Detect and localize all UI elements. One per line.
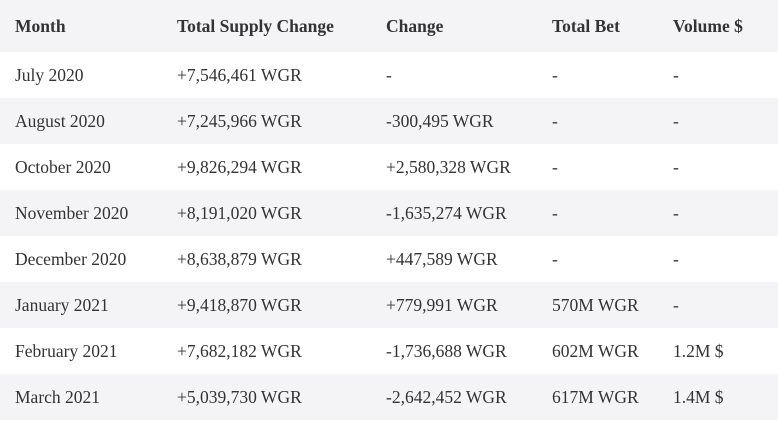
table-cell: - xyxy=(552,202,558,223)
table-cell: +7,546,461 WGR xyxy=(177,64,302,85)
table-cell: 1.2M $ xyxy=(673,340,724,361)
table-cell: +5,039,730 WGR xyxy=(177,386,302,407)
table-cell: +7,245,966 WGR xyxy=(177,110,302,131)
table-cell: -2,642,452 WGR xyxy=(386,386,507,407)
table-cell: 1.4M $ xyxy=(673,386,724,407)
table-body: July 2020 +7,546,461 WGR - - - August 2020 +7,… xyxy=(0,52,778,420)
table-cell: +2,580,328 WGR xyxy=(386,156,511,177)
table-cell: 602M WGR xyxy=(552,340,639,361)
table-cell: - xyxy=(673,294,679,315)
table-row: December 2020 +8,638,879 WGR +447,589 WGR -… xyxy=(0,236,778,282)
table-row: October 2020 +9,826,294 WGR +2,580,328 WGR… xyxy=(0,144,778,190)
table-row: July 2020 +7,546,461 WGR - - - xyxy=(0,52,778,98)
column-header: Total Bet xyxy=(552,15,620,36)
table-cell: August 2020 xyxy=(15,110,105,131)
table-cell: -1,635,274 WGR xyxy=(386,202,507,223)
table-cell: -300,495 WGR xyxy=(386,110,494,131)
table-cell: - xyxy=(673,202,679,223)
table-cell: +8,191,020 WGR xyxy=(177,202,302,223)
table-cell: 570M WGR xyxy=(552,294,639,315)
table-cell: - xyxy=(552,110,558,131)
table-cell: +9,826,294 WGR xyxy=(177,156,302,177)
table-row: February 2021 +7,682,182 WGR -1,736,688 WG… xyxy=(0,328,778,374)
table-cell: -1,736,688 WGR xyxy=(386,340,507,361)
table-cell: February 2021 xyxy=(15,340,118,361)
header-row: Month Total Supply Change Change Total Bet V… xyxy=(0,0,778,52)
table-cell: July 2020 xyxy=(15,64,84,85)
table-cell: - xyxy=(673,110,679,131)
table-cell: +7,682,182 WGR xyxy=(177,340,302,361)
table-cell: November 2020 xyxy=(15,202,129,223)
table-cell: +9,418,870 WGR xyxy=(177,294,302,315)
table-cell: - xyxy=(552,64,558,85)
column-header: Change xyxy=(386,15,444,36)
table-cell: January 2021 xyxy=(15,294,109,315)
table-cell: - xyxy=(552,156,558,177)
column-header: Volume $ xyxy=(673,15,743,36)
table-cell: December 2020 xyxy=(15,248,127,269)
table-cell: 617M WGR xyxy=(552,386,639,407)
table-row: January 2021 +9,418,870 WGR +779,991 WGR 57… xyxy=(0,282,778,328)
table-row: August 2020 +7,245,966 WGR -300,495 WGR - - xyxy=(0,98,778,144)
table-cell: - xyxy=(552,248,558,269)
table-cell: - xyxy=(673,64,679,85)
table-cell: - xyxy=(673,248,679,269)
column-header: Total Supply Change xyxy=(177,15,334,36)
table-row: November 2020 +8,191,020 WGR -1,635,274 WG… xyxy=(0,190,778,236)
table-cell: October 2020 xyxy=(15,156,111,177)
table-cell: March 2021 xyxy=(15,386,101,407)
table-row: March 2021 +5,039,730 WGR -2,642,452 WGR 61… xyxy=(0,374,778,420)
table-cell: - xyxy=(386,64,392,85)
table-header: Month Total Supply Change Change Total Bet V… xyxy=(0,0,778,52)
table-cell: +779,991 WGR xyxy=(386,294,498,315)
table-cell: +447,589 WGR xyxy=(386,248,498,269)
column-header: Month xyxy=(15,15,66,36)
table-cell: +8,638,879 WGR xyxy=(177,248,302,269)
table-cell: - xyxy=(673,156,679,177)
